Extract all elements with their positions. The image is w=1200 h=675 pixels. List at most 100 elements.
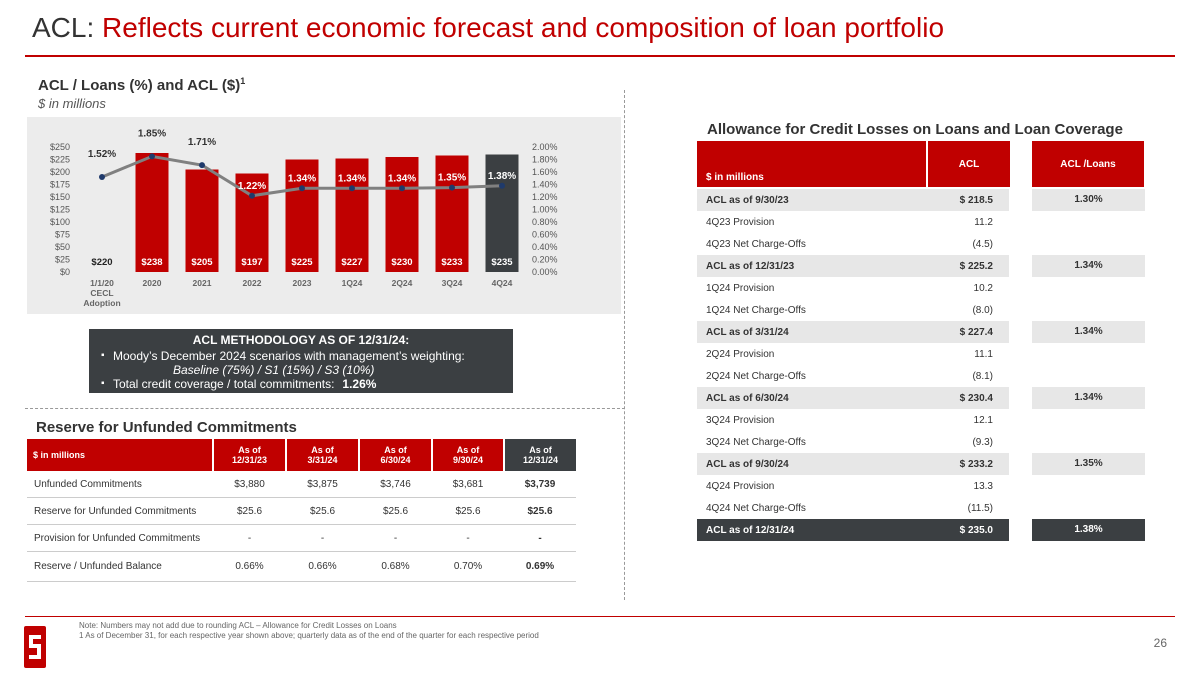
acl-table-heading: Allowance for Credit Losses on Loans and…: [707, 121, 1123, 138]
acl-row-ratio: 1.34%: [1032, 255, 1145, 277]
acl-row-value: $ 235.0: [959, 525, 993, 536]
acl-row-label: ACL as of 6/30/24: [706, 393, 789, 404]
acl-table-row: ACL as of 6/30/24 $ 230.4 1.34%: [697, 387, 1145, 409]
cell: $3,746: [359, 471, 432, 498]
footnote-rounding: Note: Numbers may not add due to roundin…: [79, 621, 397, 630]
footer-rule: [25, 616, 1175, 617]
acl-ratio-marker: [299, 185, 305, 192]
acl-header-acl: ACL: [926, 141, 1010, 187]
cell: 0.70%: [432, 551, 504, 582]
x-tick-label: 1/1/20: [90, 278, 114, 288]
row-label: Reserve / Unfunded Balance: [27, 551, 213, 582]
ratio-data-label: 1.35%: [438, 173, 466, 184]
acl-bar: [485, 154, 519, 272]
acl-bar: [435, 155, 469, 272]
chart-background: [27, 117, 621, 314]
cell: $3,681: [432, 471, 504, 498]
cell: $25.6: [213, 497, 286, 525]
cell: $25.6: [504, 497, 576, 525]
y-right-tick-label: 0.80%: [532, 217, 558, 227]
x-tick-label: 2022: [243, 278, 262, 288]
bar-value-label: $227: [341, 257, 362, 268]
y-left-tick-label: $50: [55, 242, 70, 252]
acl-table-row: 3Q24 Provision 12.1: [697, 409, 1145, 431]
acl-row-label: 4Q24 Provision: [706, 481, 775, 492]
acl-row-value: $ 233.2: [959, 459, 993, 470]
table-row: Unfunded Commitments $3,880 $3,875 $3,74…: [27, 471, 576, 498]
acl-row-ratio: 1.34%: [1032, 321, 1145, 343]
x-tick-label: 4Q24: [492, 278, 513, 288]
acl-row-ratio: 1.34%: [1032, 387, 1145, 409]
y-left-tick-label: $200: [50, 167, 70, 177]
x-tick-label: 2Q24: [392, 278, 413, 288]
acl-row-label: 2Q24 Provision: [706, 349, 775, 360]
x-tick-label: 2023: [293, 278, 312, 288]
x-tick-label: 3Q24: [442, 278, 463, 288]
y-right-tick-label: 1.60%: [532, 167, 558, 177]
ratio-data-label: 1.34%: [338, 173, 366, 184]
y-left-tick-label: $175: [50, 180, 70, 190]
acl-row-value: (11.5): [967, 503, 993, 514]
acl-ratio-marker: [349, 185, 355, 192]
acl-ratio-marker: [149, 153, 155, 160]
title-main: Reflects current economic forecast and c…: [102, 12, 945, 43]
acl-ratio-marker: [249, 192, 255, 199]
bar-value-label: $238: [141, 257, 162, 268]
x-tick-label: Adoption: [83, 298, 120, 308]
ratio-data-label: 1.85%: [138, 128, 166, 139]
acl-table-row: 4Q24 Provision 13.3: [697, 475, 1145, 497]
table-row: Provision for Unfunded Commitments - - -…: [27, 524, 576, 552]
y-right-tick-label: 0.40%: [532, 242, 558, 252]
y-left-tick-label: $225: [50, 155, 70, 165]
acl-row-label: 1Q24 Provision: [706, 283, 775, 294]
cell: $3,739: [504, 471, 576, 498]
acl-row-ratio: 1.38%: [1032, 519, 1145, 541]
acl-header-label: $ in millions: [697, 141, 926, 187]
bar-value-label: $230: [391, 257, 412, 268]
acl-table-row: 3Q24 Net Charge-Offs (9.3): [697, 431, 1145, 453]
cell: $3,875: [286, 471, 359, 498]
acl-ratio-marker: [99, 174, 105, 180]
chart-heading-footnote: 1: [240, 76, 246, 86]
acl-combo-chart: $250 $225 $200 $175 $150 $125 $100 $75 $50 $25 $0 2…: [50, 128, 558, 308]
y-left-tick-label: $250: [50, 142, 70, 152]
cell: -: [432, 524, 504, 552]
methodology-item-weights: Baseline (75%) / S1 (15%) / S3 (10%): [173, 363, 375, 377]
page-title: ACL: Reflects current economic forecast …: [32, 12, 944, 44]
y-right-tick-label: 0.00%: [532, 267, 558, 277]
cell: $25.6: [432, 497, 504, 525]
acl-row-value: 13.3: [973, 481, 993, 492]
table-row: Reserve / Unfunded Balance 0.66% 0.66% 0…: [27, 551, 576, 582]
coverage-label: Total credit coverage / total commitment…: [113, 377, 335, 391]
acl-row-ratio: 1.35%: [1032, 453, 1145, 475]
acl-row-label: 1Q24 Net Charge-Offs: [706, 305, 806, 316]
y-right-tick-label: 0.60%: [532, 230, 558, 240]
acl-row-ratio: 1.30%: [1032, 189, 1145, 211]
cell: 0.66%: [213, 551, 286, 582]
table-row: Reserve for Unfunded Commitments $25.6 $…: [27, 497, 576, 525]
acl-row-value: 11.1: [974, 349, 993, 360]
acl-bar: [135, 153, 169, 272]
bar-value-label: $225: [291, 257, 313, 268]
cell: -: [286, 524, 359, 552]
acl-table-row: ACL as of 12/31/23 $ 225.2 1.34%: [697, 255, 1145, 277]
cell: $3,880: [213, 471, 286, 498]
acl-header-ratio: ACL / Loans: [1032, 141, 1144, 187]
methodology-heading: ACL METHODOLOGY AS OF 12/31/24:: [192, 333, 410, 347]
company-logo: [24, 626, 46, 668]
vertical-divider: [624, 90, 625, 600]
row-highlight: [697, 189, 1009, 211]
acl-table-row: ACL as of 9/30/24 $ 233.2 1.35%: [697, 453, 1145, 475]
ratio-data-label: 1.38%: [488, 171, 516, 182]
y-right-tick-label: 1.00%: [532, 205, 558, 215]
acl-table-row: 4Q24 Net Charge-Offs (11.5): [697, 497, 1145, 519]
unfunded-col-header: As of 9/30/24: [432, 439, 505, 471]
acl-table-row: 4Q23 Provision 11.2: [697, 211, 1145, 233]
row-label: Unfunded Commitments: [27, 471, 213, 498]
y-left-tick-label: $100: [50, 217, 70, 227]
acl-row-label: ACL as of 9/30/24: [706, 459, 789, 470]
y-right-tick-label: 2.00%: [532, 142, 558, 152]
acl-row-label: 3Q24 Net Charge-Offs: [706, 437, 806, 448]
y-left-tick-label: $25: [55, 255, 70, 265]
acl-table-row: ACL as of 9/30/23 $ 218.5 1.30%: [697, 189, 1145, 211]
